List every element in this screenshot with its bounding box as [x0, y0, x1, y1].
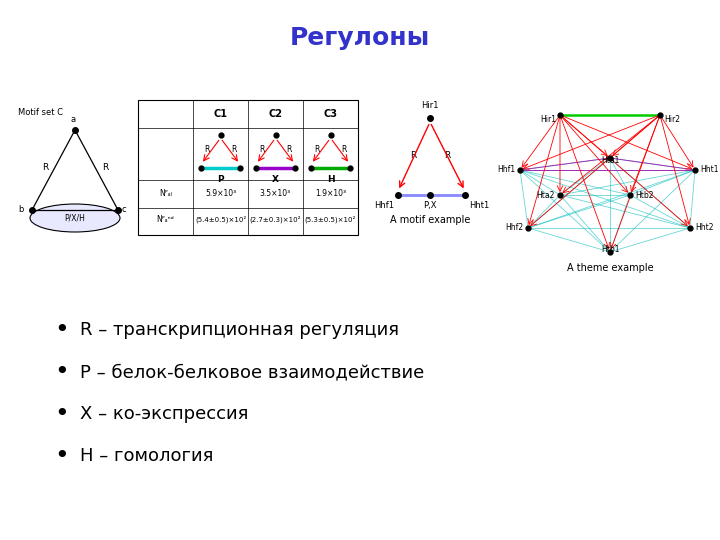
Text: a: a [71, 115, 76, 124]
Text: 5.9×10³: 5.9×10³ [205, 190, 236, 199]
Text: C2: C2 [269, 109, 282, 119]
Text: Hht1: Hht1 [469, 201, 490, 210]
Text: Nᴾₐₗ: Nᴾₐₗ [159, 190, 172, 199]
Text: Hhf2: Hhf2 [505, 224, 523, 233]
Text: Hta2: Hta2 [536, 191, 555, 199]
Text: Nᴾₐⁿᵈ: Nᴾₐⁿᵈ [157, 214, 174, 224]
Text: Hhf1: Hhf1 [497, 165, 515, 174]
Text: (5.3±0.5)×10²: (5.3±0.5)×10² [305, 215, 356, 222]
Text: R: R [102, 164, 108, 172]
Bar [138, 100, 358, 235]
Text: A motif example: A motif example [390, 215, 470, 225]
Text: R: R [286, 145, 292, 154]
Text: R: R [231, 145, 236, 154]
Text: Hht2: Hht2 [695, 224, 714, 233]
Text: Htb1: Htb1 [600, 245, 619, 254]
Text: R – транскрипционная регуляция: R – транскрипционная регуляция [80, 321, 399, 339]
Text: R: R [315, 145, 320, 154]
Text: R: R [341, 145, 346, 154]
Text: 3.5×10³: 3.5×10³ [260, 190, 291, 199]
Text: c: c [122, 206, 127, 214]
Ellipse shape [30, 204, 120, 232]
Text: •: • [55, 402, 69, 426]
Text: Hhf1: Hhf1 [374, 201, 394, 210]
Text: R: R [204, 145, 210, 154]
Text: Регулоны: Регулоны [290, 26, 430, 50]
Text: •: • [55, 444, 69, 468]
Text: R: R [444, 151, 450, 159]
Text: R: R [259, 145, 265, 154]
Text: b: b [19, 206, 24, 214]
Text: Hta1: Hta1 [600, 156, 619, 165]
Text: P/X/H: P/X/H [65, 213, 86, 222]
Text: P – белок-белковое взаимодействие: P – белок-белковое взаимодействие [80, 363, 424, 381]
Text: Hir1: Hir1 [540, 115, 556, 124]
Text: H: H [327, 176, 334, 185]
Text: •: • [55, 360, 69, 384]
Text: Htb2: Htb2 [635, 191, 654, 199]
Text: Hht1: Hht1 [700, 165, 719, 174]
Text: C1: C1 [214, 109, 228, 119]
Text: (2.7±0.3)×10²: (2.7±0.3)×10² [250, 215, 301, 222]
Text: R: R [410, 151, 416, 159]
Text: (5.4±0.5)×10²: (5.4±0.5)×10² [195, 215, 246, 222]
Text: P,X: P,X [423, 201, 437, 210]
Text: Motif set C: Motif set C [18, 108, 63, 117]
Text: X – ко-экспрессия: X – ко-экспрессия [80, 405, 248, 423]
Text: H – гомология: H – гомология [80, 447, 213, 465]
Text: X: X [272, 176, 279, 185]
Text: Hir1: Hir1 [421, 101, 438, 110]
Text: P: P [217, 176, 224, 185]
Text: R: R [42, 164, 48, 172]
Text: A theme example: A theme example [567, 263, 653, 273]
Text: •: • [55, 318, 69, 342]
Text: 1.9×10³: 1.9×10³ [315, 190, 346, 199]
Text: Hir2: Hir2 [664, 115, 680, 124]
Text: C3: C3 [323, 109, 338, 119]
